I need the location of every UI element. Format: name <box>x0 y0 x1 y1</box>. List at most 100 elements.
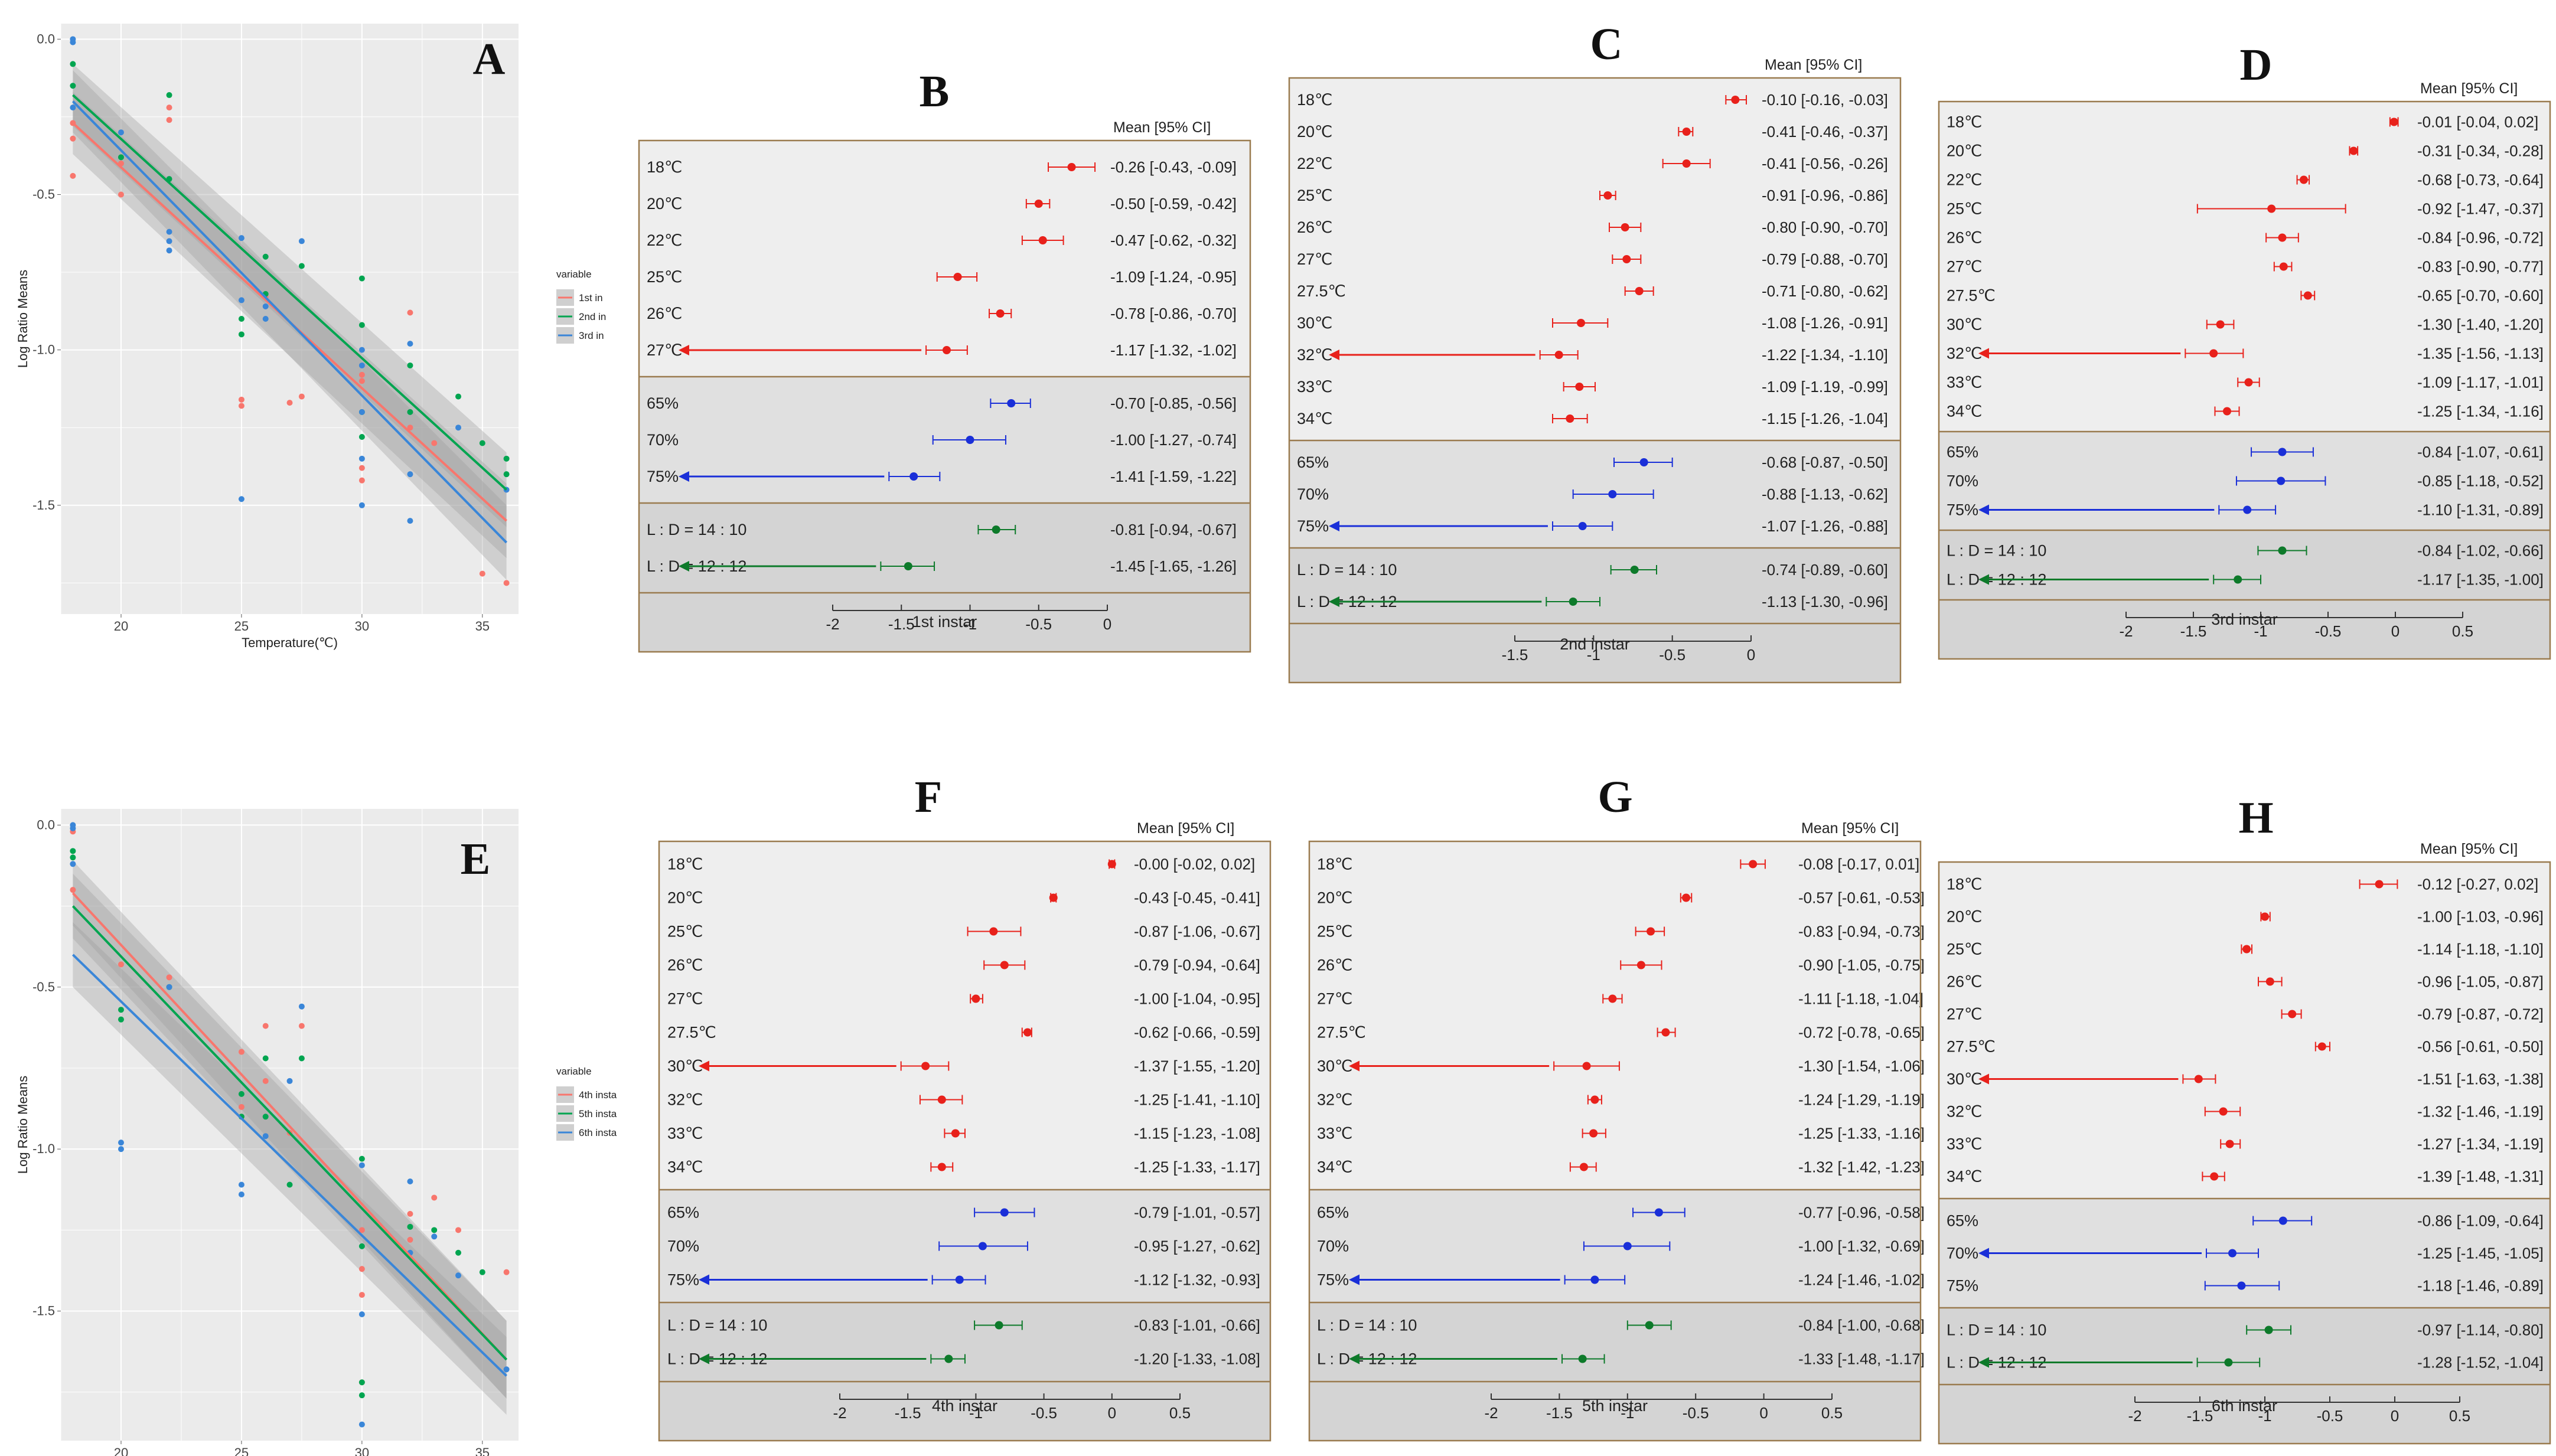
data-point <box>407 341 413 347</box>
data-point <box>118 1007 124 1013</box>
panel-letter: H <box>2238 793 2273 843</box>
x-tick-label: 35 <box>475 619 490 634</box>
confidence-band <box>73 922 507 1415</box>
row-ci-text: -0.95 [-1.27, -0.62] <box>1134 1238 1260 1255</box>
mean-point <box>1623 1242 1632 1251</box>
row-ci-text: -0.68 [-0.73, -0.64] <box>2417 171 2544 189</box>
mean-point <box>942 346 951 354</box>
row-label: L : D = 14 : 10 <box>647 521 746 538</box>
data-point <box>262 253 269 260</box>
row-label: 25℃ <box>1947 200 1982 218</box>
x-tick-label: -1.5 <box>2187 1407 2213 1425</box>
data-point <box>431 1194 438 1201</box>
data-point <box>407 362 413 368</box>
data-point <box>407 471 413 478</box>
row-ci-text: -1.45 [-1.65, -1.26] <box>1110 557 1237 575</box>
data-point <box>70 861 76 867</box>
group-background <box>639 503 1250 593</box>
confidence-band <box>73 873 507 1399</box>
row-ci-text: -0.88 [-1.13, -0.62] <box>1762 485 1888 503</box>
row-ci-text: -0.41 [-0.46, -0.37] <box>1762 123 1888 141</box>
mean-point <box>1645 1321 1654 1330</box>
data-point <box>358 347 365 353</box>
row-ci-text: -1.28 [-1.52, -1.04] <box>2417 1354 2544 1372</box>
data-point <box>298 1003 305 1010</box>
row-ci-text: -1.18 [-1.46, -0.89] <box>2417 1277 2544 1295</box>
data-point <box>358 362 365 368</box>
row-ci-text: -0.84 [-1.07, -0.61] <box>2417 443 2544 461</box>
row-label: 27.5℃ <box>1947 1038 1996 1056</box>
forest-panel-c: Mean [95% CI] 18℃ -0.10 [-0.16, -0.03] 20℃ -… <box>1288 57 1902 684</box>
axis-background <box>1309 1382 1921 1441</box>
group-background <box>1939 1308 2550 1385</box>
row-label: 65% <box>1297 453 1329 471</box>
legend-entry: 3rd in <box>579 330 604 341</box>
x-tick-label: -2 <box>2119 622 2133 640</box>
row-ci-text: -1.00 [-1.03, -0.96] <box>2417 908 2544 926</box>
data-point <box>238 496 244 502</box>
row-label: 27℃ <box>647 341 682 359</box>
mean-point <box>2278 448 2287 456</box>
row-ci-text: -1.20 [-1.33, -1.08] <box>1134 1350 1260 1368</box>
row-label: 26℃ <box>1297 218 1332 236</box>
mean-point <box>1636 961 1645 969</box>
fit-line <box>71 100 508 544</box>
panel-title: 6th instar <box>2212 1397 2277 1415</box>
data-point <box>70 854 76 861</box>
panel-letter: F <box>915 772 942 822</box>
data-point <box>118 129 124 136</box>
row-label: 26℃ <box>667 956 703 974</box>
fit-line <box>71 892 508 1361</box>
group-background <box>1289 548 1900 623</box>
mean-point <box>937 1163 946 1171</box>
data-point <box>262 1023 269 1029</box>
highlight-arrow-head <box>1978 574 1989 585</box>
row-label: L : D = 14 : 10 <box>1947 1321 2046 1339</box>
row-ci-text: -0.84 [-1.00, -0.68] <box>1798 1317 1925 1334</box>
row-label: 20℃ <box>1947 142 1982 160</box>
mean-point <box>1682 128 1691 136</box>
x-tick-label: -0.5 <box>1659 646 1685 664</box>
row-ci-text: -0.68 [-0.87, -0.50] <box>1762 453 1888 471</box>
mean-point <box>995 1321 1003 1330</box>
row-label: 75% <box>1317 1271 1349 1289</box>
x-tick-label: -1 <box>969 1404 983 1422</box>
forest-panel-b: Mean [95% CI] 18℃ -0.26 [-0.43, -0.09] 20℃ -… <box>638 119 1251 653</box>
data-point <box>70 172 76 179</box>
data-point <box>166 92 172 99</box>
x-tick-label: 0.5 <box>1169 1404 1191 1422</box>
row-ci-text: -0.56 [-0.61, -0.50] <box>2417 1038 2544 1056</box>
mean-point <box>2279 262 2288 271</box>
mean-point <box>1682 893 1691 902</box>
group-background <box>1939 862 2550 1199</box>
row-label: L : D = 14 : 10 <box>667 1317 767 1334</box>
mean-point <box>2267 204 2276 213</box>
y-tick-label: -1.5 <box>32 498 55 512</box>
data-point <box>118 191 124 198</box>
row-label: 18℃ <box>1317 856 1352 873</box>
mean-point <box>2223 407 2231 416</box>
mean-point <box>1731 96 1740 104</box>
row-label: 26℃ <box>647 305 682 322</box>
row-ci-text: -0.01 [-0.04, 0.02] <box>2417 113 2538 131</box>
row-label: 75% <box>1297 517 1329 535</box>
legend-title: variable <box>556 269 592 280</box>
highlight-arrow-head <box>1978 1357 1989 1368</box>
row-label: 27.5℃ <box>667 1024 716 1042</box>
panel-letter: G <box>1598 772 1632 822</box>
highlight-arrow-head <box>1349 1060 1359 1072</box>
data-point <box>166 984 172 990</box>
x-tick-label: -1 <box>963 615 977 633</box>
data-point <box>455 1249 462 1256</box>
row-label: 27℃ <box>1297 250 1332 268</box>
row-label: 65% <box>1947 443 1978 461</box>
mean-point <box>2261 912 2269 921</box>
y-tick-label: -1.5 <box>32 1304 55 1318</box>
mean-point <box>2264 1326 2273 1334</box>
x-tick-label: 30 <box>355 619 369 634</box>
x-tick-label: -2 <box>1484 1404 1498 1422</box>
row-ci-text: -0.70 [-0.85, -0.56] <box>1110 394 1237 412</box>
row-ci-text: -1.17 [-1.32, -1.02] <box>1110 341 1237 359</box>
highlight-arrow-head <box>1329 596 1339 607</box>
